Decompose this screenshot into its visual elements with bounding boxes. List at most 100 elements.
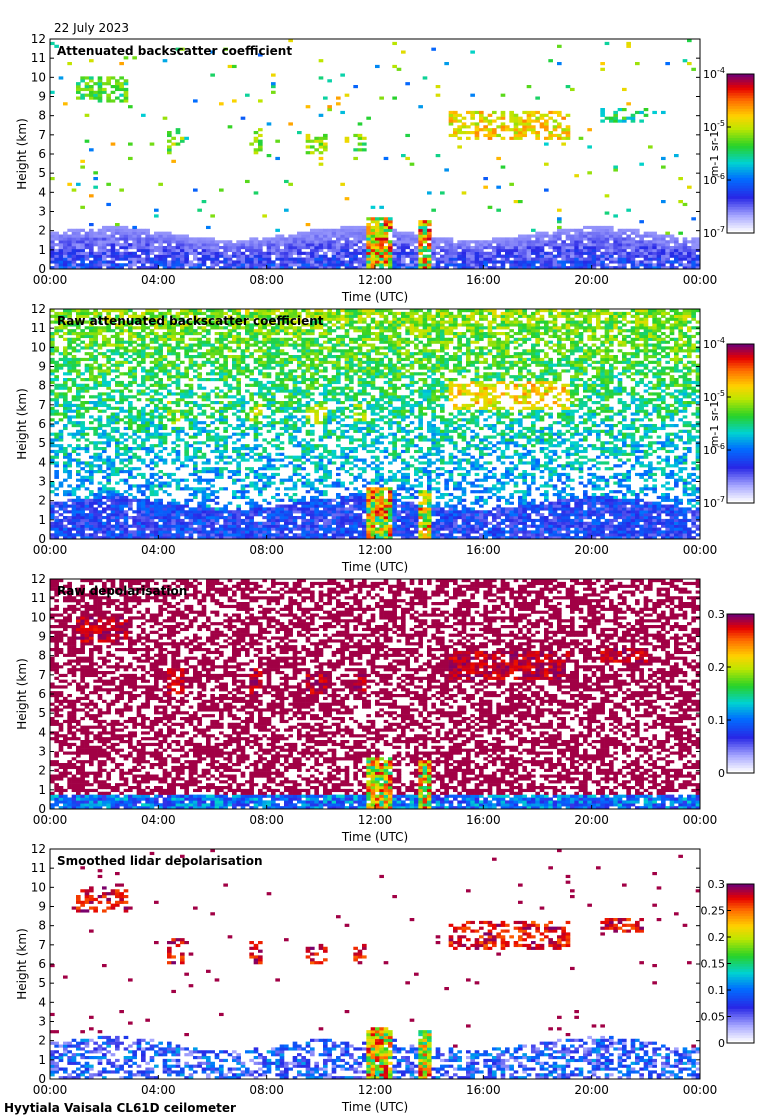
y-axis-label: Height (km) <box>15 118 29 189</box>
colorbar-segment <box>727 913 754 917</box>
colorbar-segment <box>727 674 754 678</box>
y-axis-label: Height (km) <box>15 658 29 729</box>
colorbar-segment <box>727 899 754 903</box>
colorbar-frame <box>726 613 755 774</box>
colorbar-segment <box>727 725 754 729</box>
colorbar-segment <box>727 357 754 361</box>
colorbar-segment <box>727 929 754 933</box>
heatmap-cells <box>50 849 701 1080</box>
colorbar-tick-label: 0 <box>718 1037 725 1050</box>
colorbar-segment <box>727 76 754 80</box>
colorbar-segment <box>727 891 754 895</box>
colorbar-segment <box>727 439 754 443</box>
y-tick-label: 3 <box>38 745 46 759</box>
colorbar-segment <box>727 492 754 496</box>
y-tick-label: 12 <box>31 302 46 316</box>
x-tick-label: 20:00 <box>574 813 609 827</box>
colorbar-segment <box>727 1019 754 1023</box>
colorbar-segment <box>727 386 754 390</box>
colorbar-segment <box>727 111 754 115</box>
y-tick-label: 12 <box>31 572 46 586</box>
colorbar-segment <box>727 680 754 684</box>
colorbar-segment <box>727 720 754 724</box>
colorbar-segment <box>727 473 754 477</box>
y-tick-label: 8 <box>38 379 46 393</box>
colorbar-segment <box>727 383 754 387</box>
colorbar-segment <box>727 931 754 935</box>
colorbar-segment <box>727 132 754 136</box>
y-tick-label: 0 <box>38 802 46 816</box>
colorbar-segment <box>727 733 754 737</box>
panel-title: Smoothed lidar depolarisation <box>57 854 263 868</box>
colorbar-segment <box>727 119 754 123</box>
colorbar-segment <box>727 749 754 753</box>
colorbar-segment <box>727 889 754 893</box>
colorbar-segment <box>727 984 754 988</box>
colorbar-segment <box>727 648 754 652</box>
colorbar-segment <box>727 1011 754 1015</box>
colorbar-segment <box>727 698 754 702</box>
colorbar-segment <box>727 487 754 491</box>
x-axis-label: Time (UTC) <box>341 290 408 304</box>
colorbar-segment <box>727 410 754 414</box>
colorbar-segment <box>727 481 754 485</box>
x-tick-label: 12:00 <box>358 1083 393 1097</box>
y-tick-label: 2 <box>38 224 46 238</box>
y-tick-label: 9 <box>38 630 46 644</box>
colorbar-tick-label: 0.2 <box>708 931 726 944</box>
y-tick-label: 7 <box>38 128 46 142</box>
x-tick-label: 08:00 <box>249 813 284 827</box>
colorbar-segment <box>727 217 754 221</box>
x-tick-label: 04:00 <box>141 543 176 557</box>
y-tick-label: 6 <box>38 147 46 161</box>
y-tick-label: 0 <box>38 262 46 276</box>
x-tick-label: 04:00 <box>141 813 176 827</box>
colorbar-segment <box>727 442 754 446</box>
colorbar-segment <box>727 436 754 440</box>
colorbar-segment <box>727 479 754 483</box>
colorbar-segment <box>727 219 754 223</box>
x-tick-label: 00:00 <box>33 273 68 287</box>
y-tick-label: 5 <box>38 436 46 450</box>
colorbar-segment <box>727 637 754 641</box>
colorbar-segment <box>727 452 754 456</box>
colorbar-segment <box>727 667 754 671</box>
colorbar-segment <box>727 367 754 371</box>
colorbar-segment <box>727 105 754 109</box>
colorbar-segment <box>727 987 754 991</box>
colorbar-segment <box>727 619 754 623</box>
colorbar-segment <box>727 375 754 379</box>
colorbar-segment <box>727 939 754 943</box>
colorbar-segment <box>727 103 754 107</box>
y-tick-label: 9 <box>38 90 46 104</box>
colorbar-segment <box>727 476 754 480</box>
colorbar-segment <box>727 142 754 146</box>
colorbar-segment <box>727 632 754 636</box>
y-tick-label: 4 <box>38 995 46 1009</box>
y-tick-label: 10 <box>31 70 46 84</box>
colorbar-segment <box>727 982 754 986</box>
colorbar-segment <box>727 116 754 120</box>
colorbar-tick-label: 10-6 <box>703 442 725 457</box>
colorbar-segment <box>727 659 754 663</box>
y-tick-label: 11 <box>31 591 46 605</box>
x-tick-label: 00:00 <box>683 1083 718 1097</box>
x-tick-label: 04:00 <box>141 1083 176 1097</box>
colorbar: 10-7 10-6 10-5 10-4 m-1 sr-1 <box>703 336 755 510</box>
y-tick-label: 8 <box>38 649 46 663</box>
colorbar-segment <box>727 426 754 430</box>
colorbar-segment <box>727 669 754 673</box>
heatmap-cells <box>50 39 701 270</box>
colorbar-segment <box>727 172 754 176</box>
colorbar-segment <box>727 428 754 432</box>
y-tick-label: 1 <box>38 513 46 527</box>
colorbar-segment <box>727 381 754 385</box>
colorbar-segment <box>727 431 754 435</box>
colorbar-tick-label: 0.1 <box>708 984 726 997</box>
colorbar-segment <box>727 979 754 983</box>
colorbar: 0 0.1 0.2 0.3 <box>708 608 755 780</box>
colorbar-segment <box>727 500 754 504</box>
colorbar-segment <box>727 976 754 980</box>
colorbar-segment <box>727 423 754 427</box>
